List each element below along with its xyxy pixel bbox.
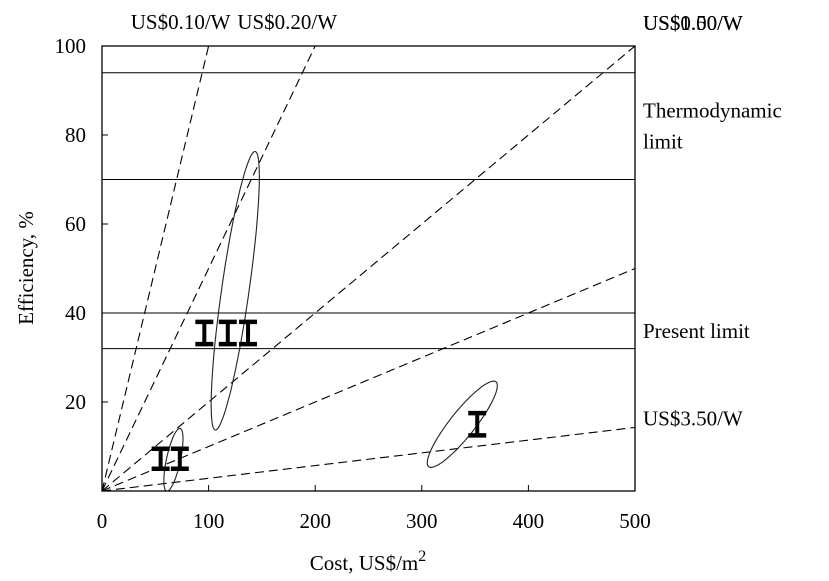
x-tick-label: 0 — [97, 509, 108, 533]
band-label: Present limit — [643, 319, 750, 343]
x-axis-title-superscript: 2 — [418, 548, 426, 565]
error-bar — [218, 319, 237, 347]
y-tick-label: 60 — [65, 212, 86, 236]
y-tick-label: 20 — [65, 390, 86, 414]
x-axis-ticks: 0 100 200 300 400 500 — [97, 485, 651, 533]
region-ellipse — [210, 150, 260, 431]
horizontal-bands — [102, 72, 635, 350]
x-tick-label: 400 — [513, 509, 545, 533]
x-axis-title: Cost, US$/m2 — [310, 548, 427, 575]
band-labels: Thermodynamic limit Present limit — [643, 99, 782, 343]
cost-per-watt-line — [102, 46, 635, 491]
x-tick-label: 500 — [619, 509, 651, 533]
x-tick-label: 200 — [299, 509, 331, 533]
y-tick-label: 100 — [55, 34, 87, 58]
error-bar — [468, 410, 487, 438]
cost-per-watt-lines — [102, 46, 635, 491]
cost-per-watt-line — [102, 267, 635, 491]
cost-per-watt-line — [102, 46, 210, 491]
y-tick-label: 80 — [65, 123, 86, 147]
cost-per-watt-line — [102, 46, 316, 491]
cost-per-watt-label: US$1.00/W — [643, 11, 743, 35]
cost-per-watt-label: US$3.50/W — [643, 406, 743, 430]
y-tick-label: 40 — [65, 301, 86, 325]
error-bars — [151, 319, 487, 471]
error-bar — [239, 319, 258, 347]
cost-per-watt-label: US$0.10/W — [131, 10, 231, 34]
band-label: Thermodynamic — [643, 99, 782, 123]
cost-per-watt-line — [102, 426, 635, 491]
band-label: limit — [643, 130, 683, 154]
cost-per-watt-label: US$0.50/W — [643, 11, 743, 35]
plot-frame — [101, 45, 636, 492]
error-bar — [151, 446, 170, 471]
x-tick-label: 300 — [406, 509, 438, 533]
y-axis-title: Efficiency, % — [14, 211, 38, 325]
region-ellipse — [426, 380, 498, 468]
x-tick-label: 100 — [193, 509, 225, 533]
cost-per-watt-labels: US$0.10/W US$0.20/W US$0.50/WUS$1.00/W US$3… — [131, 10, 743, 430]
y-axis-ticks: 20 40 60 80 100 — [55, 34, 108, 414]
error-bar — [195, 319, 214, 347]
cost-per-watt-label: US$0.20/W — [237, 10, 337, 34]
error-bar — [170, 446, 189, 471]
